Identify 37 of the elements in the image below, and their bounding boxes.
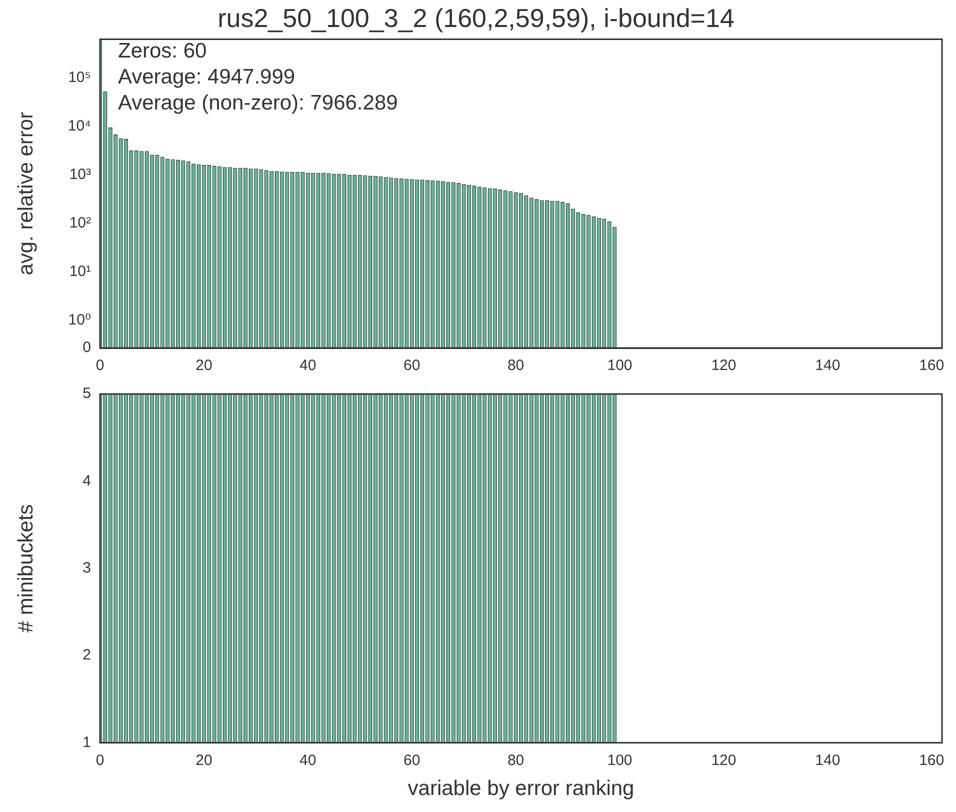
x-tick-label: 100 <box>607 752 632 769</box>
annotation: Zeros: 60 <box>118 39 207 62</box>
y-tick-label: 2 <box>82 646 91 664</box>
y-tick-label: 1 <box>82 734 91 751</box>
x-tick-label: 80 <box>507 357 524 374</box>
y-tick-label: 3 <box>82 560 91 577</box>
x-tick-label: 20 <box>196 752 212 769</box>
x-tick-label: 80 <box>507 752 524 769</box>
x-tick-label: 20 <box>196 357 212 374</box>
y-axis-title: avg. relative error <box>14 112 38 276</box>
x-tick-label: 140 <box>815 357 840 374</box>
y-tick-label: 10⁰ <box>68 312 91 329</box>
annotation: Average: 4947.999 <box>118 65 296 88</box>
x-tick-label: 120 <box>711 357 736 374</box>
y-tick-label: 5 <box>82 385 91 402</box>
y-tick-label: 10² <box>69 214 91 232</box>
x-tick-label: 160 <box>919 357 944 374</box>
annotation: Average (non-zero): 7966.289 <box>118 91 398 114</box>
x-tick-label: 160 <box>919 752 944 769</box>
x-tick-label: 40 <box>300 752 316 769</box>
x-tick-label: 60 <box>404 357 420 374</box>
x-tick-label: 40 <box>300 357 316 374</box>
x-tick-label: 0 <box>96 357 104 374</box>
y-tick-label: 10¹ <box>69 263 91 280</box>
x-tick-label: 120 <box>711 752 736 769</box>
y-tick-label: 10⁴ <box>68 118 91 135</box>
y-tick-label: 0 <box>82 339 91 356</box>
chart-title: rus2_50_100_3_2 (160,2,59,59), i-bound=14 <box>218 2 734 33</box>
y-tick-label: 10⁵ <box>68 69 91 86</box>
x-tick-label: 100 <box>607 357 632 374</box>
y-tick-label: 4 <box>82 472 91 490</box>
x-tick-label: 60 <box>404 752 420 769</box>
x-tick-label: 140 <box>815 752 840 769</box>
y-axis-title: # minibuckets <box>14 504 38 633</box>
x-tick-label: 0 <box>96 752 104 769</box>
y-tick-label: 10³ <box>69 166 91 184</box>
x-axis-title: variable by error ranking <box>408 777 634 800</box>
